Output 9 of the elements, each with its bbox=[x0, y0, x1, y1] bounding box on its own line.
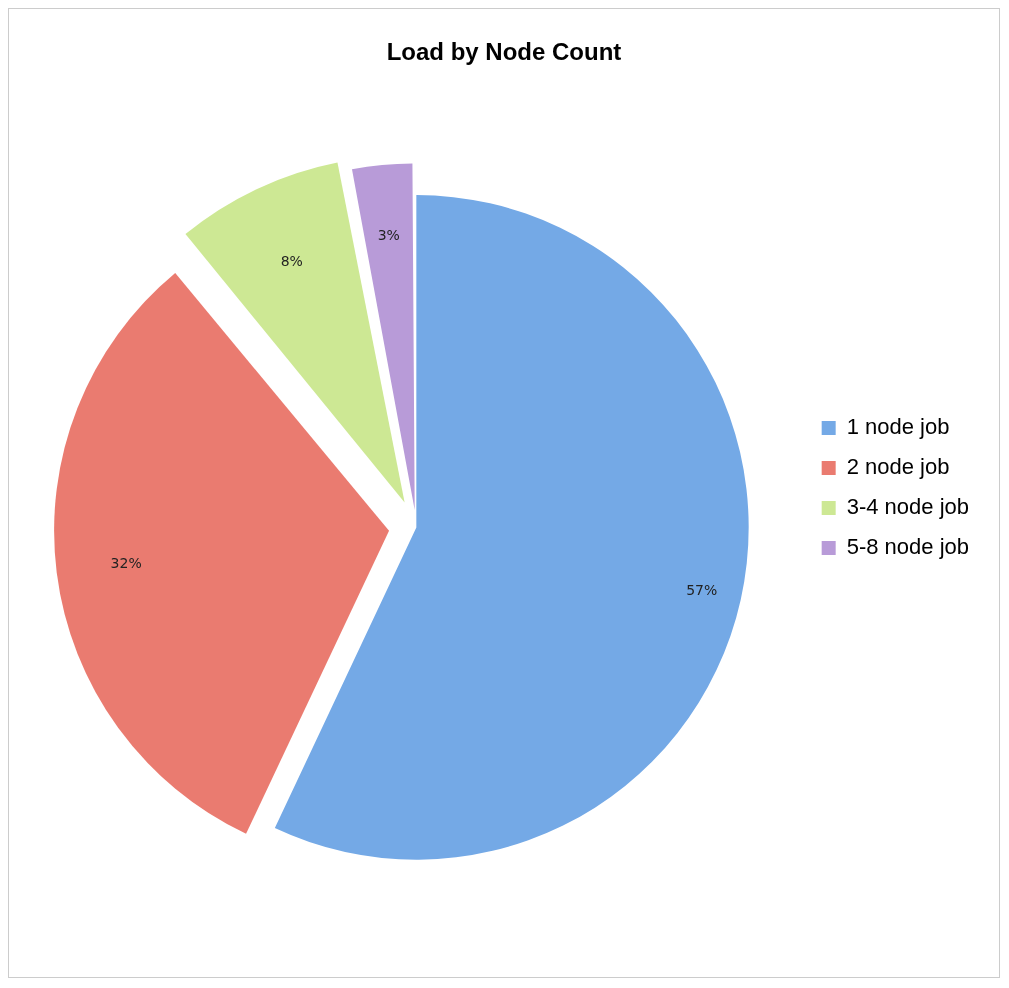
legend-label: 3-4 node job bbox=[846, 494, 970, 520]
data-label: 3% bbox=[377, 226, 400, 243]
legend-label: 2 node job bbox=[846, 454, 950, 480]
data-label: 32% bbox=[110, 554, 142, 571]
legend-label: 1 node job bbox=[846, 414, 950, 440]
data-label: 8% bbox=[280, 253, 303, 270]
data-label: 57% bbox=[686, 581, 718, 598]
legend-label: 5-8 node job bbox=[846, 534, 970, 560]
chart-title: Load by Node Count bbox=[386, 38, 622, 66]
